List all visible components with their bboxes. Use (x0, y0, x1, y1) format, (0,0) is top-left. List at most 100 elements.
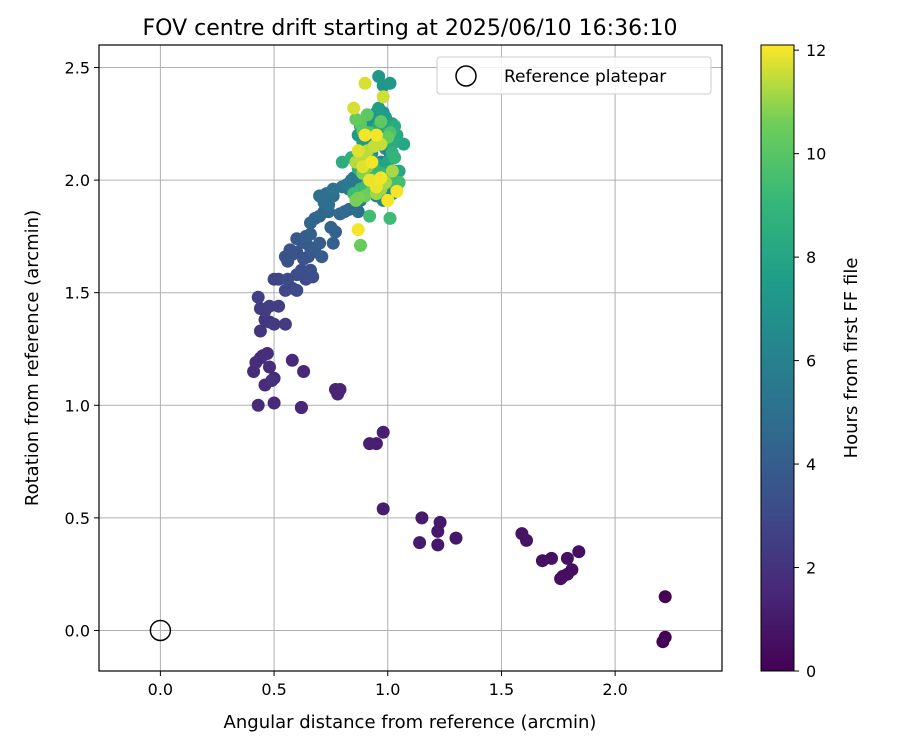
legend: Reference platepar (436, 56, 712, 95)
y-tick-label: 1.0 (65, 396, 90, 415)
y-axis-ticks: 0.0 0.5 1.0 1.5 2.0 2.5 (65, 59, 99, 640)
data-point (376, 502, 390, 516)
data-point (315, 250, 329, 264)
data-point (658, 630, 672, 644)
data-point (515, 527, 529, 541)
colorbar-tick-label: 4 (806, 455, 816, 474)
data-point (369, 128, 383, 142)
data-point (381, 193, 395, 207)
data-point (354, 238, 367, 252)
data-point (304, 263, 317, 277)
data-point (272, 272, 286, 286)
x-tick-label: 1.5 (489, 680, 514, 699)
y-tick-label: 2.5 (65, 59, 90, 78)
data-point (383, 211, 397, 225)
data-point (358, 128, 372, 142)
data-point (329, 225, 342, 239)
colorbar-gradient (760, 44, 795, 672)
x-tick-label: 2.0 (602, 680, 627, 699)
data-point (415, 511, 429, 525)
data-point (560, 551, 574, 565)
plot-frame (98, 44, 723, 672)
data-point (265, 374, 279, 387)
data-point (313, 236, 327, 250)
data-point (358, 76, 372, 90)
data-point (251, 290, 265, 304)
data-point (363, 209, 377, 223)
colorbar-ticks: 0 2 4 6 8 10 12 (794, 41, 826, 681)
data-point (449, 531, 463, 545)
data-point (263, 299, 276, 313)
data-point (351, 144, 365, 158)
data-point (272, 299, 286, 313)
data-point (374, 171, 388, 185)
colorbar-tick-label: 2 (806, 559, 816, 578)
data-point (326, 236, 340, 250)
data-point (390, 184, 404, 198)
data-point (431, 538, 445, 552)
colorbar-tick-label: 12 (806, 41, 826, 60)
legend-box (436, 56, 712, 95)
data-point (372, 101, 386, 115)
data-point (349, 112, 363, 126)
data-point (351, 223, 365, 237)
colorbar-label: Hours from first FF file (841, 258, 862, 459)
colorbar-tick-label: 6 (806, 352, 816, 371)
data-point (383, 76, 397, 90)
data-point (535, 554, 549, 568)
data-point (388, 151, 402, 165)
data-point (329, 383, 342, 396)
data-point (376, 425, 390, 439)
legend-label: Reference platepar (504, 67, 666, 87)
data-point (256, 349, 270, 363)
data-point (294, 401, 308, 414)
x-tick-label: 0.0 (148, 680, 173, 699)
data-point (351, 191, 365, 205)
x-axis-label: Angular distance from reference (arcmin) (224, 712, 597, 733)
data-point (658, 590, 672, 604)
data-point (397, 137, 411, 151)
y-tick-label: 1.5 (65, 284, 90, 303)
data-point (278, 317, 292, 331)
y-tick-label: 0.0 (65, 621, 90, 640)
data-point (376, 90, 390, 104)
data-point (290, 283, 304, 297)
reference-platepar-marker (149, 619, 172, 642)
data-point (385, 164, 399, 178)
y-axis-label: Rotation from reference (arcmin) (22, 210, 43, 506)
colorbar: 0 2 4 6 8 10 12 Hours from first FF file (760, 41, 862, 681)
data-point (253, 324, 267, 338)
data-point (297, 365, 311, 378)
chart-title: FOV centre drift starting at 2025/06/10 … (143, 16, 678, 41)
data-point (365, 155, 379, 169)
data-point (374, 115, 388, 129)
grid-lines (99, 45, 722, 671)
data-point (431, 524, 445, 538)
data-point (285, 353, 299, 367)
data-point (251, 398, 265, 412)
data-point (263, 360, 276, 374)
colorbar-tick-label: 0 (806, 662, 816, 681)
x-tick-label: 0.5 (261, 680, 286, 699)
y-tick-label: 0.5 (65, 509, 90, 528)
y-tick-label: 2.0 (65, 171, 90, 190)
data-point (267, 317, 281, 331)
legend-marker-icon (455, 65, 477, 87)
scatter-points (247, 70, 672, 649)
colorbar-tick-label: 10 (806, 145, 826, 164)
data-point (363, 437, 377, 451)
data-point (413, 536, 427, 550)
data-point (304, 227, 317, 241)
x-axis-ticks: 0.0 0.5 1.0 1.5 2.0 (148, 671, 628, 699)
data-point (554, 572, 568, 586)
data-point (360, 108, 374, 122)
data-point (572, 545, 586, 559)
colorbar-tick-label: 8 (806, 248, 816, 267)
data-point (347, 101, 361, 115)
data-point (351, 205, 365, 219)
data-point (294, 263, 308, 277)
data-point (247, 365, 261, 378)
x-tick-label: 1.0 (375, 680, 400, 699)
data-point (267, 396, 281, 410)
